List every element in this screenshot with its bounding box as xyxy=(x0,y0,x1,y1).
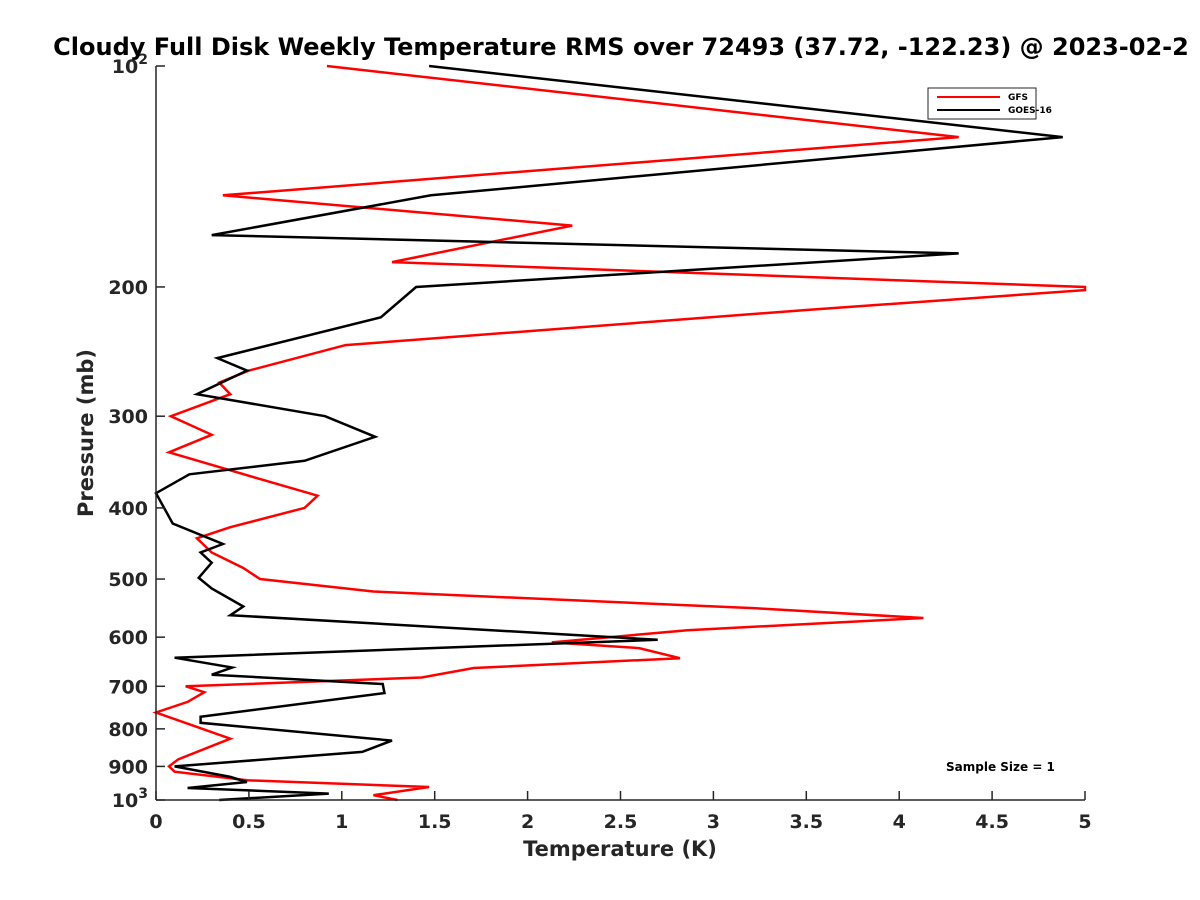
y-tick-label: 300 xyxy=(108,406,148,428)
y-tick-label: 400 xyxy=(108,498,148,520)
x-tick-label: 1.5 xyxy=(418,811,452,833)
x-tick-label: 4 xyxy=(893,811,906,833)
x-ticks: 0 0.5 1 1.5 2 2.5 3 3.5 4 4.5 5 xyxy=(149,791,1092,833)
x-axis-label: Temperature (K) xyxy=(523,837,717,861)
x-tick-label: 0.5 xyxy=(232,811,266,833)
legend-label-gfs: GFS xyxy=(1008,93,1028,103)
x-tick-label: 2.5 xyxy=(604,811,638,833)
y-tick-label: 600 xyxy=(108,627,148,649)
x-tick-label: 3.5 xyxy=(789,811,823,833)
y-tick-label: 102 xyxy=(112,52,148,78)
x-tick-label: 3 xyxy=(707,811,720,833)
legend-label-goes16: GOES-16 xyxy=(1008,106,1052,116)
chart-title: Cloudy Full Disk Weekly Temperature RMS … xyxy=(53,33,1189,61)
y-tick-label: 900 xyxy=(108,756,148,778)
x-tick-label: 4.5 xyxy=(975,811,1009,833)
y-tick-label: 800 xyxy=(108,719,148,741)
series-line-gfs xyxy=(152,64,1087,802)
legend-box xyxy=(927,87,1037,120)
y-tick-label: 700 xyxy=(108,676,148,698)
sample-size-annotation: Sample Size = 1 xyxy=(946,760,1055,774)
x-tick-label: 5 xyxy=(1078,811,1091,833)
y-tick-label: 200 xyxy=(108,277,148,299)
series-line-goes16 xyxy=(154,64,1063,802)
x-tick-label: 2 xyxy=(521,811,534,833)
y-tick-label: 103 xyxy=(112,786,148,812)
y-ticks: 102 200 300 400 500 600 700 800 900 103 xyxy=(108,52,165,812)
series-layer xyxy=(152,64,1087,802)
legend: GFS GOES-16 xyxy=(927,87,1052,120)
y-axis-label: Pressure (mb) xyxy=(74,349,98,517)
x-tick-label: 1 xyxy=(335,811,348,833)
x-tick-label: 0 xyxy=(149,811,162,833)
y-tick-label: 500 xyxy=(108,569,148,591)
